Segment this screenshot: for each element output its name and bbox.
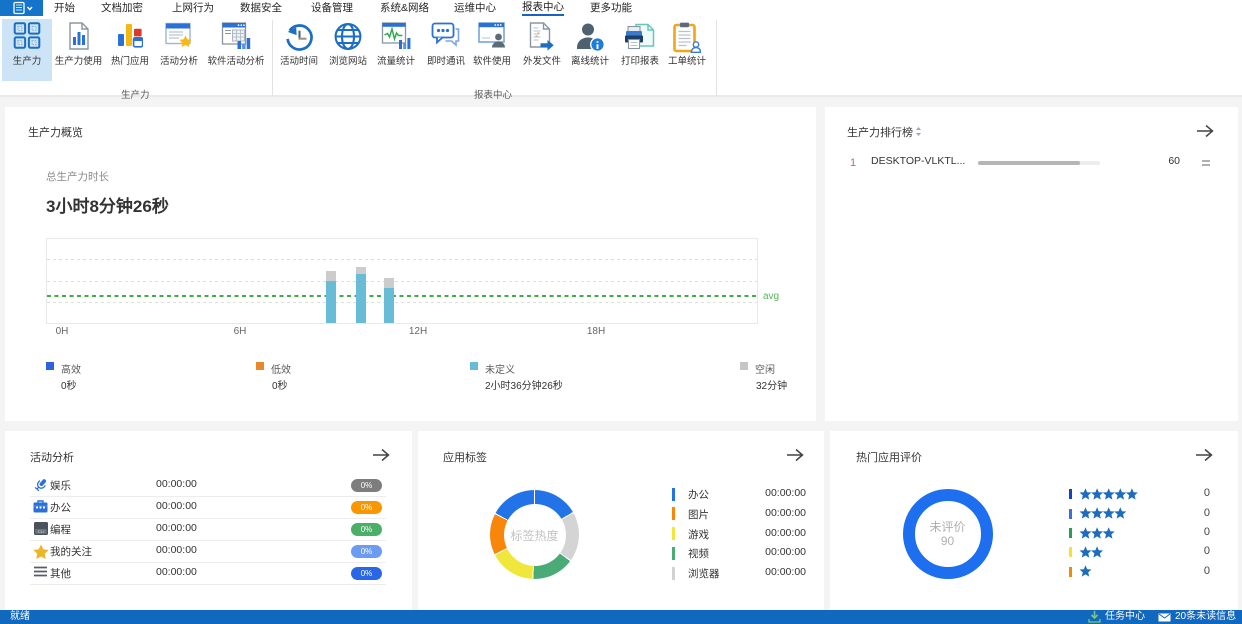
svg-text:CLI: CLI <box>38 529 44 534</box>
